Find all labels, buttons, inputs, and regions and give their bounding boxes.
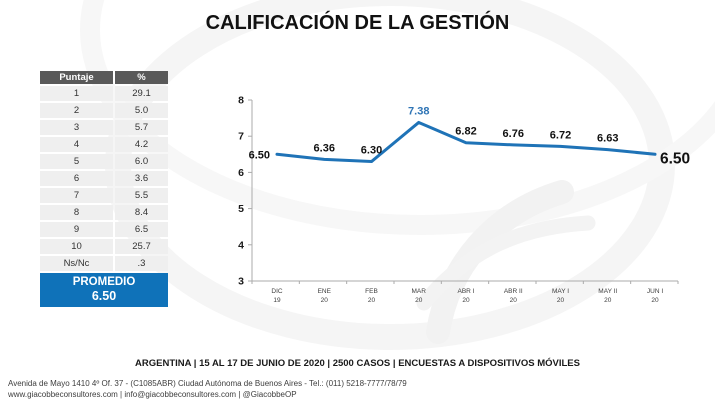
y-tick-label: 8 xyxy=(238,95,244,107)
x-tick-label: MAY I 20 xyxy=(552,288,569,304)
table-body: 1 29.1 2 5.0 3 5.7 4 4.2 5 6.0 6 3.6 7 5.5 8 8.4 9 6.5 10 2… xyxy=(40,86,168,271)
footer-address: Avenida de Mayo 1410 4º Of. 37 - (C1085A… xyxy=(8,379,407,388)
data-label: 6.76 xyxy=(503,128,524,140)
puntaje-cell: 8 xyxy=(40,205,113,220)
percent-cell: 4.2 xyxy=(115,137,168,152)
data-label: 6.30 xyxy=(361,145,382,157)
table-row: 4 4.2 xyxy=(40,137,168,152)
x-tick-label: JUN I 20 xyxy=(647,288,663,304)
percent-cell: 6.0 xyxy=(115,154,168,169)
puntaje-cell: 5 xyxy=(40,154,113,169)
promedio-box: PROMEDIO 6.50 xyxy=(40,273,168,307)
puntaje-cell: 3 xyxy=(40,120,113,135)
x-tick-label: DIC 19 xyxy=(271,288,283,304)
x-tick-label: ABR I 20 xyxy=(458,288,475,304)
promedio-value: 6.50 xyxy=(91,289,117,304)
table-row: 10 25.7 xyxy=(40,239,168,254)
data-label: 6.63 xyxy=(597,133,618,145)
table-row: 6 3.6 xyxy=(40,171,168,186)
puntaje-cell: 10 xyxy=(40,239,113,254)
table-row: 7 5.5 xyxy=(40,188,168,203)
table-row: 9 6.5 xyxy=(40,222,168,237)
table-row: 1 29.1 xyxy=(40,86,168,101)
percent-cell: .3 xyxy=(115,256,168,271)
table-row: Ns/Nc .3 xyxy=(40,256,168,271)
y-tick-label: 5 xyxy=(238,203,244,215)
percent-cell: 5.7 xyxy=(115,120,168,135)
puntaje-cell: 4 xyxy=(40,137,113,152)
data-label: 6.82 xyxy=(455,126,476,138)
puntaje-cell: Ns/Nc xyxy=(40,256,113,271)
percent-cell: 29.1 xyxy=(115,86,168,101)
data-label: 7.38 xyxy=(408,105,429,117)
data-label: 6.72 xyxy=(550,129,571,141)
y-tick-label: 4 xyxy=(238,239,244,251)
page-title: CALIFICACIÓN DE LA GESTIÓN xyxy=(205,12,510,34)
score-table: Puntaje % 1 29.1 2 5.0 3 5.7 4 4.2 5 6.0 6 3.6 7 5.5 8… xyxy=(40,71,168,307)
table-row: 3 5.7 xyxy=(40,120,168,135)
percent-cell: 8.4 xyxy=(115,205,168,220)
table-row: 5 6.0 xyxy=(40,154,168,169)
survey-summary: ARGENTINA | 15 AL 17 DE JUNIO DE 2020 | … xyxy=(135,358,580,369)
y-tick-label: 3 xyxy=(238,276,244,288)
footer-contacts: www.giacobbeconsultores.com | info@giaco… xyxy=(8,390,297,399)
puntaje-cell: 2 xyxy=(40,103,113,118)
table-header-percent: % xyxy=(115,71,168,84)
percent-cell: 25.7 xyxy=(115,239,168,254)
x-tick-label: MAY II 20 xyxy=(598,288,617,304)
puntaje-cell: 7 xyxy=(40,188,113,203)
y-tick-label: 6 xyxy=(238,167,244,179)
x-tick-label: ENE 20 xyxy=(318,288,332,304)
y-tick-label: 7 xyxy=(238,131,244,143)
data-label: 6.36 xyxy=(314,142,335,154)
percent-cell: 5.5 xyxy=(115,188,168,203)
table-header-puntaje: Puntaje xyxy=(40,71,113,84)
percent-cell: 5.0 xyxy=(115,103,168,118)
table-header-row: Puntaje % xyxy=(40,71,168,84)
percent-cell: 6.5 xyxy=(115,222,168,237)
x-tick-label: ABR II 20 xyxy=(504,288,523,304)
promedio-label: PROMEDIO xyxy=(72,276,136,288)
x-tick-label: MAR 20 xyxy=(412,288,427,304)
puntaje-cell: 9 xyxy=(40,222,113,237)
puntaje-cell: 1 xyxy=(40,86,113,101)
puntaje-cell: 6 xyxy=(40,171,113,186)
table-row: 2 5.0 xyxy=(40,103,168,118)
series-line xyxy=(275,120,657,164)
line-chart: 3 4 5 6 7 8 6.50 6.36 6.30 7.38 6.82 6.76 6.72 6.63 6.… xyxy=(228,85,690,315)
data-label: 6.50 xyxy=(249,149,270,161)
table-row: 8 8.4 xyxy=(40,205,168,220)
x-tick-label: FEB 20 xyxy=(365,288,378,304)
data-label: 6.50 xyxy=(660,150,690,167)
percent-cell: 3.6 xyxy=(115,171,168,186)
line-chart-svg: 3 4 5 6 7 8 6.50 6.36 6.30 7.38 6.82 6.76 6.72 6.63 6.… xyxy=(238,95,690,305)
